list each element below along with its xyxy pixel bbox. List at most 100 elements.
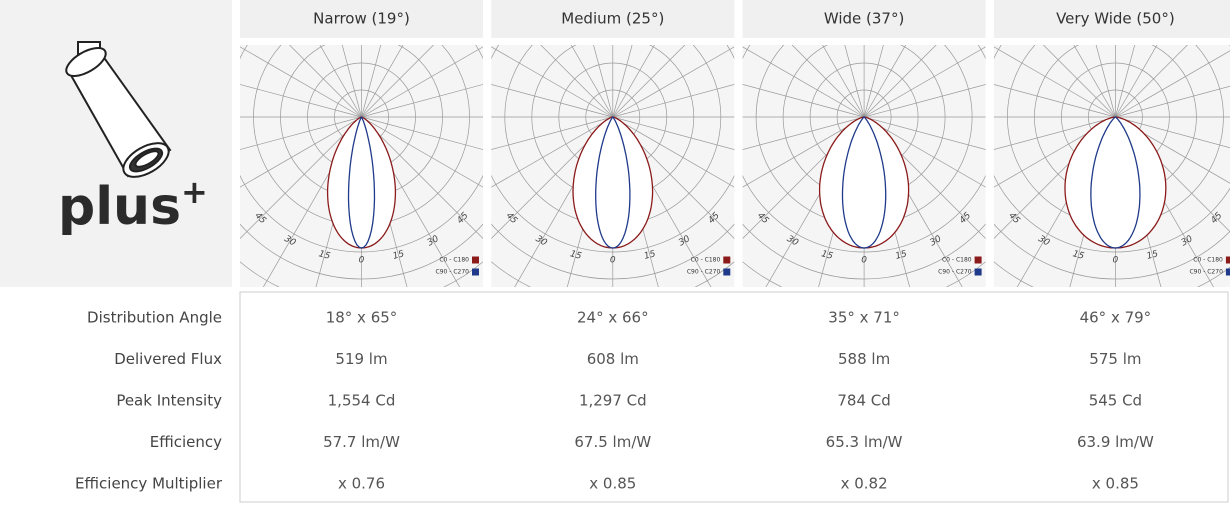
polar-spoke [1095,45,1116,118]
polar-diagram [742,45,986,287]
column-header: Medium (25°) [561,10,664,28]
product-icon [65,41,172,178]
angle-label: 15 [569,249,583,262]
polar-spoke [593,45,614,118]
polar-spoke [1115,45,1158,118]
polar-spoke [993,46,1116,118]
polar-spoke [612,45,686,118]
polar-spoke [361,116,483,150]
angle-label: 15 [820,249,834,262]
polar-spoke [863,45,937,118]
polar-spoke [240,84,362,118]
legend-swatch [723,256,731,264]
polar-spoke [491,84,613,118]
row-label: Peak Intensity [116,392,222,410]
legend-label: C90 - C270 [1189,269,1223,276]
polar-spoke [612,45,633,118]
polar-spoke [361,116,483,239]
polar-spoke [863,46,986,118]
polar-spoke [864,84,986,118]
column-header-bg [240,0,483,38]
column-header: Narrow (19°) [313,10,410,28]
angle-label: 0 [861,256,867,266]
polar-spoke [491,116,613,188]
cell-value: 1,554 Cd [328,392,396,410]
column-header-bg [993,0,1230,38]
legend-label: C0 - C180 [691,257,721,264]
column-header: Wide (37°) [824,10,904,28]
cell-value: 24° x 66° [577,309,649,327]
legend-label: C90 - C270 [687,269,721,276]
legend-swatch [472,268,479,276]
legend-label: C90 - C270 [938,269,972,276]
legend-label: C0 - C180 [439,257,469,264]
row-label: Distribution Angle [87,309,222,327]
cell-value: 63.9 lm/W [1077,433,1154,451]
legend-swatch [1225,268,1230,276]
polar-spoke [570,45,614,118]
polar-spoke [361,46,483,118]
polar-spoke [742,84,865,118]
polar-spoke [1073,45,1116,118]
angle-label: 15 [1146,249,1160,262]
lobe-c90 [841,116,887,249]
polar-spoke [240,116,362,239]
column-header: Very Wide (50°) [1056,10,1175,28]
cell-value: x 0.76 [338,475,385,493]
polar-spoke [822,45,865,118]
column-header-bg [491,0,735,38]
polar-spoke [864,116,986,150]
polar-spoke [612,116,735,150]
polar-spoke [240,116,362,188]
cell-value: 57.7 lm/W [323,433,400,451]
row-label: Efficiency Multiplier [75,475,223,493]
legend-swatch [974,256,982,264]
column-header-bg [742,0,986,38]
polar-spoke [742,116,865,150]
polar-spoke [319,45,362,118]
polar-diagram [993,45,1230,287]
polar-spoke [612,116,735,239]
row-label: Efficiency [150,433,222,451]
polar-spoke [612,45,655,118]
polar-spoke [361,45,404,118]
polar-spoke [993,84,1116,118]
polar-spoke [361,84,483,118]
angle-label: 15 [1071,249,1085,262]
polar-spoke [612,116,735,188]
cell-value: 545 Cd [1089,392,1142,410]
polar-spoke [361,116,483,188]
polar-spoke [863,45,907,118]
angle-label: 15 [643,249,657,262]
polar-spoke [540,45,614,118]
polar-spoke [1115,45,1136,118]
lobe-c90 [1090,116,1141,249]
cell-value: x 0.85 [589,475,636,493]
logo-word: plus [58,177,181,237]
polar-spoke [993,116,1116,150]
polar-diagram [240,45,483,287]
logo-superscript: + [181,173,208,211]
cell-value: 65.3 lm/W [826,433,903,451]
angle-label: 0 [610,256,616,266]
cell-value: 608 lm [587,350,639,368]
polar-diagram [491,45,735,287]
legend-label: C0 - C180 [942,257,972,264]
polar-spoke [491,46,613,118]
cell-value: 67.5 lm/W [574,433,651,451]
table-box [239,291,1229,503]
polar-spoke [1115,85,1230,118]
polar-spoke [863,45,884,118]
lobe-c90 [595,116,631,249]
polar-spoke [791,45,865,118]
polar-spoke [1115,45,1188,118]
cell-value: x 0.82 [841,475,888,493]
polar-spoke [1042,45,1116,118]
cell-value: 1,297 Cd [579,392,647,410]
polar-spoke [361,45,382,118]
angle-label: 0 [1113,256,1119,266]
polar-spoke [993,116,1116,188]
polar-spoke [1115,116,1230,184]
cell-value: 18° x 65° [326,309,398,327]
polar-spoke [742,116,865,188]
